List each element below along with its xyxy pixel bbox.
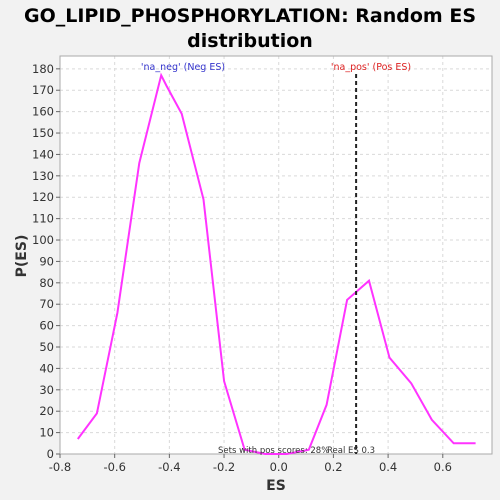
sets-pos-annotation: Sets with pos scores: 28% (218, 446, 329, 456)
y-tick-label: 60 (39, 319, 54, 333)
y-tick-label: 150 (32, 126, 54, 140)
y-tick-label: 70 (39, 297, 54, 311)
series-line (76, 72, 476, 455)
y-tick-label: 140 (32, 147, 54, 161)
y-tick-label: 30 (39, 383, 54, 397)
pos-es-label: 'na_pos' (Pos ES) (331, 62, 411, 73)
y-tick-label: 0 (47, 447, 54, 461)
y-tick-label: 120 (32, 190, 54, 204)
y-tick-label: 40 (39, 361, 54, 375)
y-tick-label: 170 (32, 83, 54, 97)
y-axis-ticks: 0 10 20 30 40 50 60 70 80 90 100 110 120 130 140 150 160… (32, 62, 60, 461)
x-tick-label: 0.6 (434, 460, 452, 474)
y-tick-label: 160 (32, 105, 54, 119)
y-tick-label: 90 (39, 254, 54, 268)
chart-title-line2: distribution (187, 30, 313, 52)
y-tick-label: 50 (39, 340, 54, 354)
x-axis-label: ES (266, 478, 286, 494)
y-tick-label: 80 (39, 276, 54, 290)
neg-es-label: 'na_neg' (Neg ES) (141, 62, 225, 73)
x-tick-label: 0.4 (379, 460, 397, 474)
y-tick-label: 110 (32, 212, 54, 226)
chart-title: GO_LIPID_PHOSPHORYLATION: Random ES (24, 5, 476, 27)
y-tick-label: 130 (32, 169, 54, 183)
x-tick-label: -0.4 (158, 460, 180, 474)
y-tick-label: 100 (32, 233, 54, 247)
x-tick-label: 0.2 (324, 460, 342, 474)
y-tick-label: 10 (39, 426, 54, 440)
y-tick-label: 20 (39, 404, 54, 418)
y-axis-label: P(ES) (14, 235, 30, 278)
x-tick-label: -0.6 (103, 460, 125, 474)
x-tick-label: -0.8 (49, 460, 71, 474)
real-es-annotation: Real ES 0.3 (327, 446, 375, 456)
plot-area (60, 56, 492, 454)
x-tick-label: 0.0 (270, 460, 288, 474)
x-tick-label: -0.2 (213, 460, 235, 474)
x-axis-ticks: -0.8 -0.6 -0.4 -0.2 0.0 0.2 0.4 0.6 (49, 454, 452, 474)
y-tick-label: 180 (32, 62, 54, 76)
